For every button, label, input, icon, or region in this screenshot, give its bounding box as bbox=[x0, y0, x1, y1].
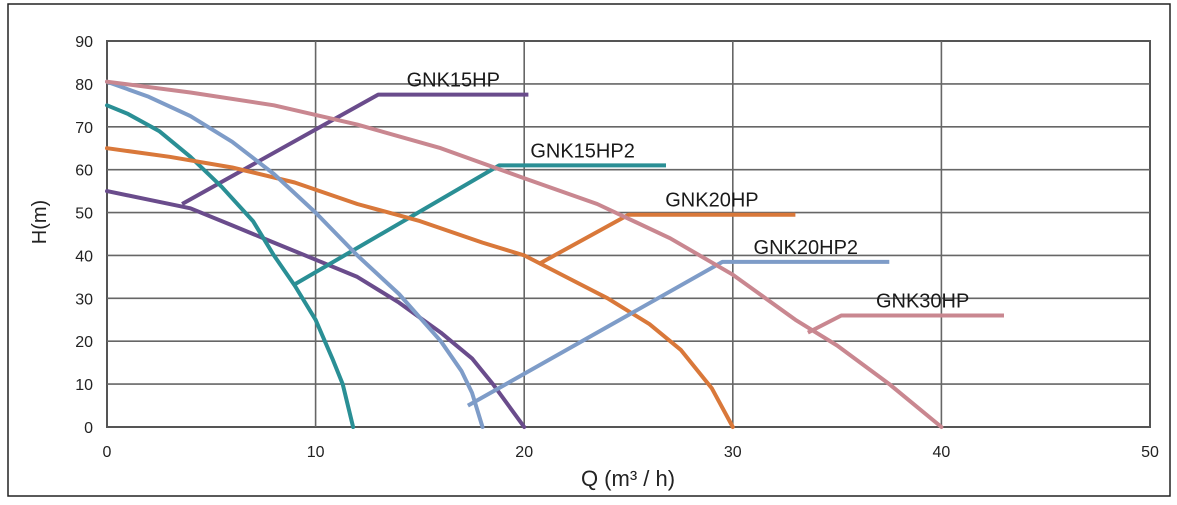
y-tick-label: 20 bbox=[75, 334, 93, 351]
x-tick-label: 40 bbox=[933, 444, 951, 461]
y-tick-label: 50 bbox=[75, 206, 93, 223]
curve-gnk20hp bbox=[105, 146, 735, 429]
x-tick-label: 10 bbox=[307, 444, 325, 461]
y-axis-title: H(m) bbox=[29, 200, 51, 244]
label-leader-gnk15hp2 bbox=[291, 163, 666, 288]
y-tick-label: 40 bbox=[75, 248, 93, 265]
label-leader-gnk20hp bbox=[537, 212, 796, 266]
y-tick-label: 70 bbox=[75, 120, 93, 137]
y-tick-label: 10 bbox=[75, 377, 93, 394]
series-label-gnk15hp2: GNK15HP2 bbox=[530, 140, 635, 162]
series-label-gnk15hp: GNK15HP bbox=[407, 70, 500, 92]
y-tick-label: 60 bbox=[75, 163, 93, 180]
x-tick-label: 50 bbox=[1141, 444, 1159, 461]
outer-border bbox=[7, 3, 1171, 497]
label-leader-gnk20hp2 bbox=[466, 259, 890, 408]
curve-gnk15hp bbox=[105, 189, 527, 429]
grid-lines bbox=[107, 41, 1150, 427]
series-label-gnk20hp: GNK20HP bbox=[665, 190, 758, 212]
y-tick-label: 0 bbox=[84, 420, 93, 437]
y-tick-label: 80 bbox=[75, 77, 93, 94]
x-tick-label: 30 bbox=[724, 444, 742, 461]
series-label-gnk20hp2: GNK20HP2 bbox=[754, 237, 859, 259]
y-tick-labels: 0 10 20 30 40 50 60 70 80 90 bbox=[75, 34, 93, 437]
plot-background bbox=[106, 40, 1151, 428]
series-label-gnk30hp: GNK30HP bbox=[876, 290, 969, 312]
x-tick-label: 0 bbox=[103, 444, 112, 461]
label-leader-gnk15hp bbox=[181, 92, 529, 206]
curves bbox=[105, 79, 1004, 429]
y-tick-label: 30 bbox=[75, 291, 93, 308]
x-tick-labels: 0 10 20 30 40 50 bbox=[103, 444, 1159, 461]
x-tick-label: 20 bbox=[515, 444, 533, 461]
curve-gnk15hp2 bbox=[105, 103, 356, 429]
x-axis-title: Q (m³ / h) bbox=[581, 466, 675, 491]
series-labels: GNK15HP GNK15HP2 GNK20HP GNK20HP2 GNK30HP bbox=[407, 70, 970, 313]
y-tick-label: 90 bbox=[75, 34, 93, 51]
curve-gnk30hp bbox=[105, 79, 944, 429]
label-leader-gnk30hp bbox=[806, 313, 1004, 335]
curve-gnk20hp2 bbox=[105, 79, 485, 429]
